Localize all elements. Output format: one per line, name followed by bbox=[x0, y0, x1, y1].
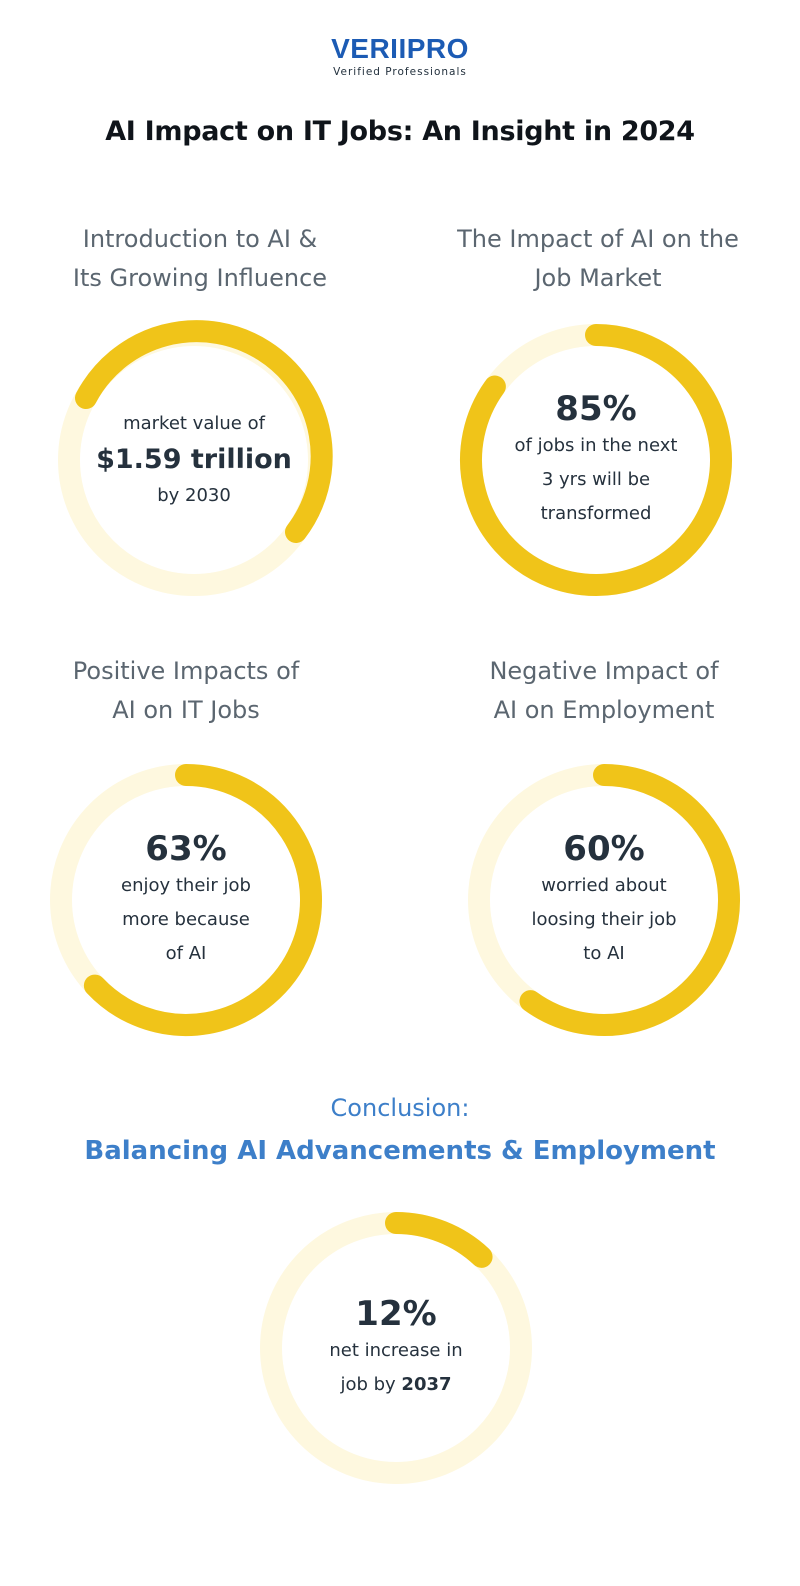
ring-value: 85% bbox=[555, 389, 637, 429]
section-title-line: Introduction to AI & bbox=[82, 225, 318, 253]
ring-text-line: more because bbox=[122, 909, 250, 930]
ring-text-line: of AI bbox=[165, 943, 207, 964]
section-title-line: AI on Employment bbox=[493, 696, 715, 724]
ring-graphic bbox=[460, 324, 732, 596]
ring-text-line: of jobs in the next bbox=[514, 435, 678, 456]
ring-chart-net-increase: 12% net increase in job by 2037 bbox=[256, 1208, 536, 1488]
ring-text-line: loosing their job bbox=[531, 909, 677, 930]
ring-label: 85% of jobs in the next 3 yrs will be tr… bbox=[456, 320, 736, 600]
ring-graphic bbox=[50, 764, 322, 1036]
ring-chart-enjoy-job: 63% enjoy their job more because of AI bbox=[46, 760, 326, 1040]
ring-label: 12% net increase in job by 2037 bbox=[256, 1208, 536, 1488]
ring-text-year: 2037 bbox=[401, 1374, 452, 1395]
section-title-negative: Negative Impact of AI on Employment bbox=[404, 652, 800, 730]
ring-arc bbox=[83, 764, 322, 1036]
brand-name: VERIIPRO bbox=[331, 33, 469, 64]
ring-text-line: job by 2037 bbox=[340, 1368, 451, 1402]
ring-arc bbox=[75, 320, 333, 543]
conclusion-label: Conclusion: bbox=[330, 1094, 470, 1122]
ring-chart-market-value: market value of $1.59 trillion by 2030 bbox=[54, 320, 334, 600]
section-title-positive: Positive Impacts of AI on IT Jobs bbox=[0, 652, 386, 730]
ring-text-line: to AI bbox=[583, 943, 625, 964]
section-title-line: Positive Impacts of bbox=[72, 657, 300, 685]
section-title-line: Negative Impact of bbox=[489, 657, 719, 685]
ring-text-top: market value of bbox=[123, 413, 265, 434]
brand-tagline: Verified Professionals bbox=[333, 66, 467, 78]
ring-label: market value of $1.59 trillion by 2030 bbox=[54, 320, 334, 600]
ring-value: $1.59 trillion bbox=[96, 444, 292, 475]
ring-chart-worried: 60% worried about loosing their job to A… bbox=[464, 760, 744, 1040]
ring-text-line: by 2030 bbox=[157, 485, 231, 506]
ring-arc bbox=[385, 1212, 493, 1268]
ring-text-line: transformed bbox=[540, 503, 652, 524]
ring-arc bbox=[519, 764, 740, 1036]
section-title-intro: Introduction to AI & Its Growing Influen… bbox=[0, 220, 400, 298]
ring-graphic bbox=[58, 320, 333, 596]
ring-arc bbox=[460, 324, 732, 596]
section-title-job-market: The Impact of AI on the Job Market bbox=[398, 220, 798, 298]
section-title-line: The Impact of AI on the bbox=[457, 225, 739, 253]
section-title-line: AI on IT Jobs bbox=[112, 696, 260, 724]
section-title-line: Job Market bbox=[534, 264, 662, 292]
ring-label: 63% enjoy their job more because of AI bbox=[46, 760, 326, 1040]
ring-text-prefix: job by bbox=[340, 1374, 402, 1395]
page-title: AI Impact on IT Jobs: An Insight in 2024 bbox=[105, 116, 695, 147]
ring-chart-jobs-transformed: 85% of jobs in the next 3 yrs will be tr… bbox=[456, 320, 736, 600]
ring-text-line: net increase in bbox=[329, 1340, 463, 1361]
ring-value: 12% bbox=[355, 1294, 437, 1334]
brand-logo: VERIIPRO Verified Professionals bbox=[0, 33, 800, 79]
ring-label: 60% worried about loosing their job to A… bbox=[464, 760, 744, 1040]
ring-value: 60% bbox=[563, 829, 645, 869]
ring-text-line: 3 yrs will be bbox=[541, 469, 651, 490]
ring-graphic bbox=[468, 764, 740, 1036]
conclusion-title: Balancing AI Advancements & Employment bbox=[84, 1136, 716, 1166]
ring-graphic bbox=[260, 1212, 532, 1484]
ring-text-line: enjoy their job bbox=[121, 875, 251, 896]
ring-text-line: worried about bbox=[541, 875, 667, 896]
ring-value: 63% bbox=[145, 829, 227, 869]
section-title-line: Its Growing Influence bbox=[72, 264, 328, 292]
